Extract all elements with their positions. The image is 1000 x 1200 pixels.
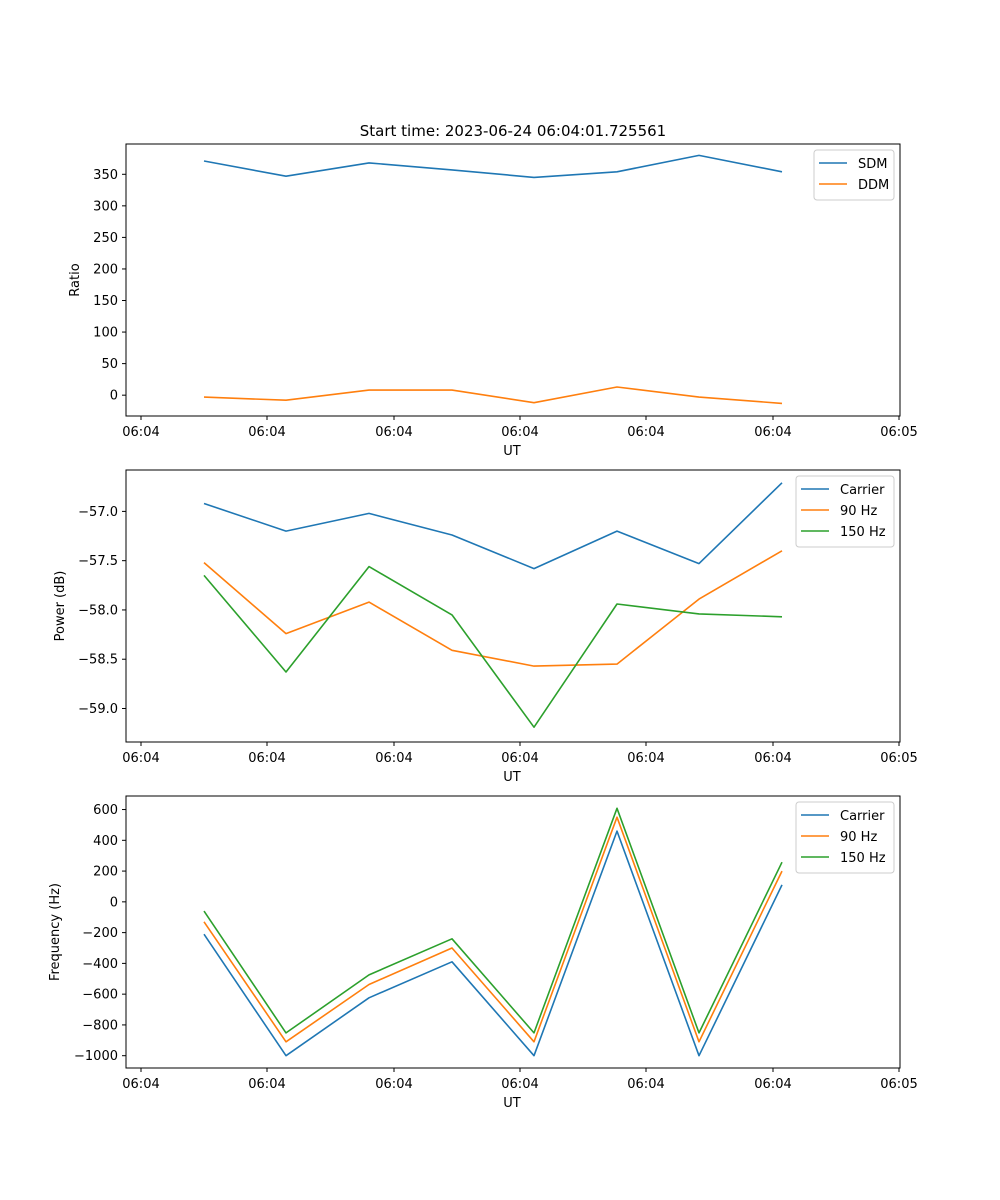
series-line-carrier (203, 830, 783, 1057)
y-tick-label: 350 (93, 168, 118, 183)
series-line-150-hz (203, 565, 783, 729)
y-tick-label: 0 (110, 895, 118, 910)
y-tick-label: −57.0 (78, 505, 118, 520)
y-tick-label: 200 (93, 262, 118, 277)
series-line-carrier (203, 482, 783, 570)
x-tick-label: 06:04 (501, 751, 538, 766)
y-tick-label: −59.0 (78, 702, 118, 717)
legend: SDM DDM (813, 149, 895, 201)
y-tick-label: 250 (93, 231, 118, 246)
series-line-sdm (203, 154, 783, 179)
x-tick-label: 06:04 (754, 751, 791, 766)
y-tick-label: −600 (82, 988, 118, 1003)
x-tick-label: 06:04 (627, 425, 664, 440)
x-axis-label: UT (503, 770, 521, 785)
legend-label: 90 Hz (840, 504, 877, 519)
y-tick-label: −58.0 (78, 603, 118, 618)
x-tick-label: 06:04 (122, 751, 159, 766)
legend-box (795, 475, 895, 548)
x-tick-label: 06:05 (880, 425, 917, 440)
y-axis-label: Power (dB) (53, 571, 68, 642)
legend: Carrier 90 Hz 150 Hz (795, 801, 895, 874)
x-tick-label: 06:04 (754, 425, 791, 440)
y-tick-label: 150 (93, 294, 118, 309)
y-tick-label: −200 (82, 926, 118, 941)
x-tick-label: 06:05 (880, 751, 917, 766)
legend-label: 150 Hz (840, 525, 886, 540)
chart-title: Start time: 2023-06-24 06:04:01.725561 (360, 122, 666, 140)
axes-frame (125, 469, 901, 743)
x-tick-label: 06:04 (501, 425, 538, 440)
axes-frame (125, 143, 901, 417)
legend-label: DDM (858, 178, 889, 193)
y-axis-label: Frequency (Hz) (48, 883, 63, 981)
x-tick-label: 06:04 (248, 425, 285, 440)
x-axis-label: UT (503, 1096, 521, 1111)
x-tick-label: 06:04 (248, 1077, 285, 1092)
x-tick-label: 06:04 (754, 1077, 791, 1092)
subplot-1: 06:04 06:04 06:04 06:04 06:04 06:04 06:05 0 50 10… (68, 143, 918, 459)
legend-label: Carrier (840, 809, 885, 824)
axes-frame (125, 795, 901, 1069)
subplot-3: 06:04 06:04 06:04 06:04 06:04 06:04 06:05 −1000… (48, 795, 918, 1111)
series-line-90-hz (203, 816, 783, 1043)
x-tick-label: 06:04 (627, 751, 664, 766)
series-line-ddm (203, 386, 783, 405)
x-tick-label: 06:04 (122, 425, 159, 440)
x-tick-label: 06:04 (375, 751, 412, 766)
legend-label: 150 Hz (840, 851, 886, 866)
x-tick-label: 06:04 (122, 1077, 159, 1092)
x-tick-label: 06:05 (880, 1077, 917, 1092)
legend-label: 90 Hz (840, 830, 877, 845)
x-axis-label: UT (503, 444, 521, 459)
x-tick-label: 06:04 (248, 751, 285, 766)
y-axis-label: Ratio (68, 263, 83, 296)
y-tick-label: 0 (110, 389, 118, 404)
y-tick-label: −57.5 (78, 554, 118, 569)
y-tick-label: 50 (101, 357, 118, 372)
y-tick-label: 600 (93, 803, 118, 818)
y-tick-label: 300 (93, 199, 118, 214)
y-tick-label: −800 (82, 1018, 118, 1033)
series-line-150-hz (203, 807, 783, 1034)
x-tick-label: 06:04 (375, 425, 412, 440)
legend-label: SDM (858, 157, 887, 172)
y-tick-label: 200 (93, 865, 118, 880)
legend: Carrier 90 Hz 150 Hz (795, 475, 895, 548)
legend-label: Carrier (840, 483, 885, 498)
x-tick-label: 06:04 (375, 1077, 412, 1092)
x-tick-label: 06:04 (627, 1077, 664, 1092)
legend-box (795, 801, 895, 874)
y-tick-label: −1000 (74, 1049, 118, 1064)
y-tick-label: 100 (93, 326, 118, 341)
y-tick-label: −58.5 (78, 653, 118, 668)
y-tick-label: 400 (93, 834, 118, 849)
y-tick-label: −400 (82, 957, 118, 972)
x-tick-label: 06:04 (501, 1077, 538, 1092)
subplot-2: 06:04 06:04 06:04 06:04 06:04 06:04 06:05 −59.0… (53, 469, 918, 785)
series-line-90-hz (203, 550, 783, 667)
